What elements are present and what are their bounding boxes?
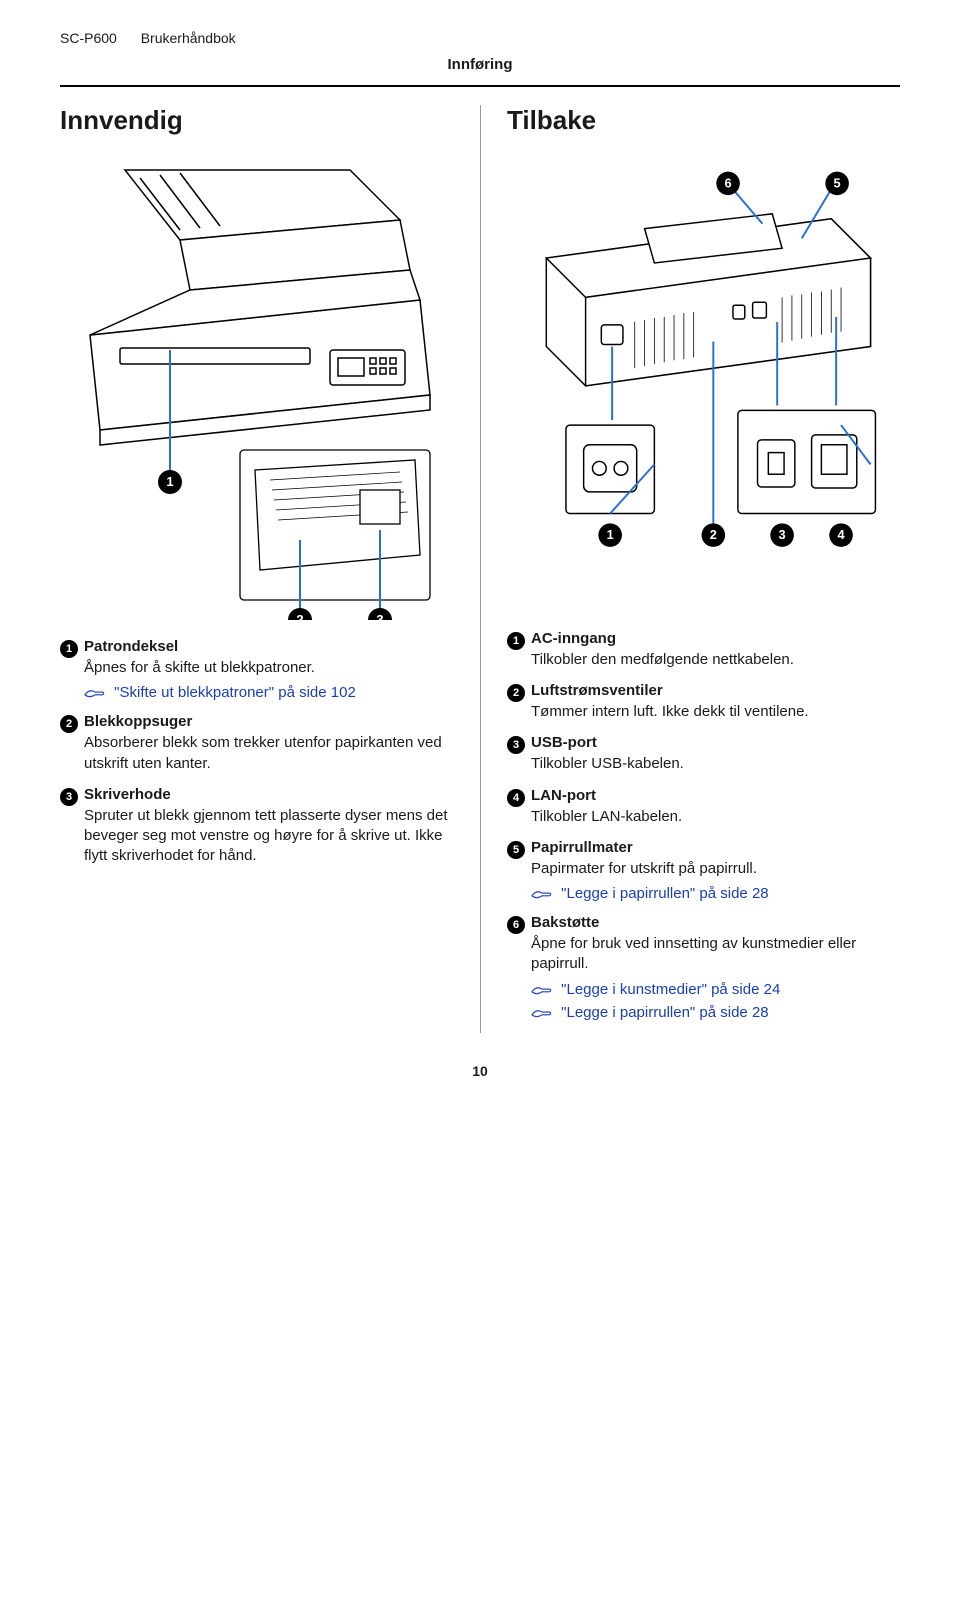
- item-number: 3: [507, 736, 525, 754]
- item-body: Tilkobler den medfølgende nettkabelen.: [531, 650, 900, 670]
- svg-text:1: 1: [607, 527, 614, 542]
- item-number: 2: [507, 684, 525, 702]
- item-title: USB-port: [531, 734, 597, 751]
- item-title: Luftstrømsventiler: [531, 682, 663, 699]
- xref-link[interactable]: "Legge i papirrullen" på side 28: [561, 1004, 768, 1021]
- running-header: SC-P600 Brukerhåndbok: [60, 30, 900, 46]
- chapter-title: Innføring: [60, 56, 900, 73]
- cross-reference[interactable]: "Skifte ut blekkpatroner" på side 102: [84, 684, 460, 701]
- list-item: 4 LAN-port Tilkobler LAN-kabelen.: [507, 787, 900, 827]
- svg-text:6: 6: [725, 175, 732, 190]
- section-title-left: Innvendig: [60, 105, 460, 136]
- cross-reference[interactable]: "Legge i papirrullen" på side 28: [531, 885, 900, 902]
- pointer-icon: [84, 686, 106, 700]
- item-body: Spruter ut blekk gjennom tett plasserte …: [84, 806, 460, 867]
- section-title-right: Tilbake: [507, 105, 900, 136]
- list-item: 5 Papirrullmater Papirmater for utskrift …: [507, 839, 900, 902]
- item-number: 2: [60, 715, 78, 733]
- xref-link[interactable]: "Legge i kunstmedier" på side 24: [561, 981, 780, 998]
- svg-text:3: 3: [376, 612, 383, 620]
- list-item: 6 Bakstøtte Åpne for bruk ved innsetting …: [507, 914, 900, 1021]
- header-guide: Brukerhåndbok: [141, 30, 236, 46]
- right-column: Tilbake: [480, 105, 900, 1033]
- list-item: 2 Luftstrømsventiler Tømmer intern luft. …: [507, 682, 900, 722]
- svg-text:2: 2: [710, 527, 717, 542]
- svg-text:2: 2: [296, 612, 303, 620]
- item-title: Blekkoppsuger: [84, 713, 192, 730]
- list-item: 1 AC-inngang Tilkobler den medfølgende ne…: [507, 630, 900, 670]
- item-title: Papirrullmater: [531, 839, 633, 856]
- figure-tilbake: 6 5 1 2 3 4: [507, 150, 900, 612]
- content-columns: Innvendig: [60, 105, 900, 1033]
- item-title: AC-inngang: [531, 630, 616, 647]
- pointer-icon: [531, 1006, 553, 1020]
- svg-text:3: 3: [779, 527, 786, 542]
- item-body: Tilkobler LAN-kabelen.: [531, 807, 900, 827]
- item-body: Tilkobler USB-kabelen.: [531, 754, 900, 774]
- pointer-icon: [531, 887, 553, 901]
- item-number: 6: [507, 916, 525, 934]
- item-body: Tømmer intern luft. Ikke dekk til ventil…: [531, 702, 900, 722]
- list-item: 1 Patrondeksel Åpnes for å skifte ut ble…: [60, 638, 460, 701]
- cross-reference[interactable]: "Legge i kunstmedier" på side 24: [531, 981, 900, 998]
- item-number: 1: [507, 632, 525, 650]
- item-body: Absorberer blekk som trekker utenfor pap…: [84, 733, 460, 774]
- svg-text:1: 1: [166, 474, 173, 489]
- item-number: 4: [507, 789, 525, 807]
- list-item: 3 Skriverhode Spruter ut blekk gjennom t…: [60, 786, 460, 867]
- xref-link[interactable]: "Skifte ut blekkpatroner" på side 102: [114, 684, 356, 701]
- item-title: Bakstøtte: [531, 914, 599, 931]
- horizontal-rule: [60, 85, 900, 87]
- pointer-icon: [531, 983, 553, 997]
- item-title: LAN-port: [531, 787, 596, 804]
- svg-text:5: 5: [834, 175, 841, 190]
- left-column: Innvendig: [60, 105, 480, 1033]
- item-body: Åpnes for å skifte ut blekkpatroner.: [84, 658, 460, 678]
- item-number: 1: [60, 640, 78, 658]
- list-item: 3 USB-port Tilkobler USB-kabelen.: [507, 734, 900, 774]
- page-number: 10: [60, 1063, 900, 1079]
- item-title: Patrondeksel: [84, 638, 178, 655]
- xref-link[interactable]: "Legge i papirrullen" på side 28: [561, 885, 768, 902]
- item-number: 3: [60, 788, 78, 806]
- item-number: 5: [507, 841, 525, 859]
- page: SC-P600 Brukerhåndbok Innføring Innvendi…: [0, 0, 960, 1600]
- figure-innvendig: 1: [60, 150, 460, 620]
- header-model: SC-P600: [60, 30, 117, 46]
- list-item: 2 Blekkoppsuger Absorberer blekk som tre…: [60, 713, 460, 774]
- cross-reference[interactable]: "Legge i papirrullen" på side 28: [531, 1004, 900, 1021]
- svg-text:4: 4: [837, 527, 845, 542]
- item-body: Åpne for bruk ved innsetting av kunstmed…: [531, 934, 900, 975]
- item-body: Papirmater for utskrift på papirrull.: [531, 859, 900, 879]
- item-title: Skriverhode: [84, 786, 171, 803]
